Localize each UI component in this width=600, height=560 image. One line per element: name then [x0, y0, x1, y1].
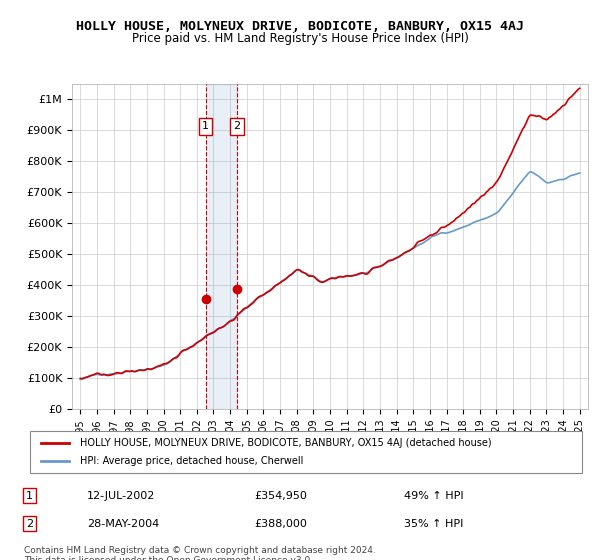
Text: Contains HM Land Registry data © Crown copyright and database right 2024.
This d: Contains HM Land Registry data © Crown c…: [24, 546, 376, 560]
Text: £388,000: £388,000: [254, 519, 307, 529]
Text: 2: 2: [26, 519, 33, 529]
Text: Price paid vs. HM Land Registry's House Price Index (HPI): Price paid vs. HM Land Registry's House …: [131, 32, 469, 45]
Text: 2: 2: [233, 121, 241, 131]
Text: £354,950: £354,950: [254, 491, 307, 501]
Text: 12-JUL-2002: 12-JUL-2002: [87, 491, 155, 501]
FancyBboxPatch shape: [30, 431, 582, 473]
Text: HOLLY HOUSE, MOLYNEUX DRIVE, BODICOTE, BANBURY, OX15 4AJ: HOLLY HOUSE, MOLYNEUX DRIVE, BODICOTE, B…: [76, 20, 524, 32]
Text: 49% ↑ HPI: 49% ↑ HPI: [404, 491, 463, 501]
Text: 35% ↑ HPI: 35% ↑ HPI: [404, 519, 463, 529]
Text: HPI: Average price, detached house, Cherwell: HPI: Average price, detached house, Cher…: [80, 456, 303, 466]
Text: 1: 1: [26, 491, 33, 501]
Text: HOLLY HOUSE, MOLYNEUX DRIVE, BODICOTE, BANBURY, OX15 4AJ (detached house): HOLLY HOUSE, MOLYNEUX DRIVE, BODICOTE, B…: [80, 438, 491, 448]
Text: 28-MAY-2004: 28-MAY-2004: [87, 519, 159, 529]
Text: 1: 1: [202, 121, 209, 131]
Bar: [206, 84, 237, 409]
